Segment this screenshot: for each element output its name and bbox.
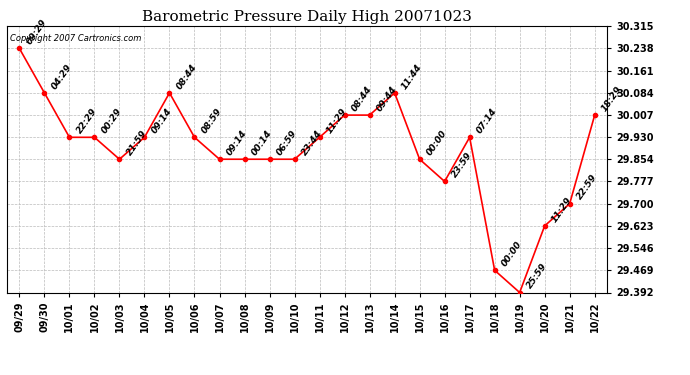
Text: 11:29: 11:29 bbox=[550, 195, 574, 224]
Text: 09:29: 09:29 bbox=[25, 18, 49, 46]
Text: 08:44: 08:44 bbox=[350, 84, 374, 113]
Text: 07:14: 07:14 bbox=[475, 106, 499, 135]
Text: 06:59: 06:59 bbox=[275, 129, 299, 157]
Text: 23:44: 23:44 bbox=[300, 129, 324, 157]
Text: 00:14: 00:14 bbox=[250, 129, 274, 157]
Text: 11:44: 11:44 bbox=[400, 62, 424, 91]
Text: 08:44: 08:44 bbox=[175, 62, 199, 91]
Text: 21:59: 21:59 bbox=[125, 129, 149, 157]
Text: 18:29: 18:29 bbox=[600, 84, 624, 113]
Text: 04:29: 04:29 bbox=[50, 62, 74, 91]
Text: 11:29: 11:29 bbox=[325, 106, 349, 135]
Text: 08:59: 08:59 bbox=[200, 106, 224, 135]
Text: 00:29: 00:29 bbox=[100, 106, 124, 135]
Text: 09:44: 09:44 bbox=[375, 84, 399, 113]
Text: Copyright 2007 Cartronics.com: Copyright 2007 Cartronics.com bbox=[10, 34, 141, 43]
Text: 09:14: 09:14 bbox=[150, 106, 174, 135]
Text: 00:00: 00:00 bbox=[500, 240, 524, 268]
Text: 22:59: 22:59 bbox=[575, 173, 599, 201]
Text: 23:59: 23:59 bbox=[450, 151, 474, 179]
Text: 09:14: 09:14 bbox=[225, 129, 249, 157]
Text: 00:00: 00:00 bbox=[425, 129, 449, 157]
Title: Barometric Pressure Daily High 20071023: Barometric Pressure Daily High 20071023 bbox=[142, 10, 472, 24]
Text: 22:29: 22:29 bbox=[75, 106, 99, 135]
Text: 25:59: 25:59 bbox=[525, 262, 549, 290]
